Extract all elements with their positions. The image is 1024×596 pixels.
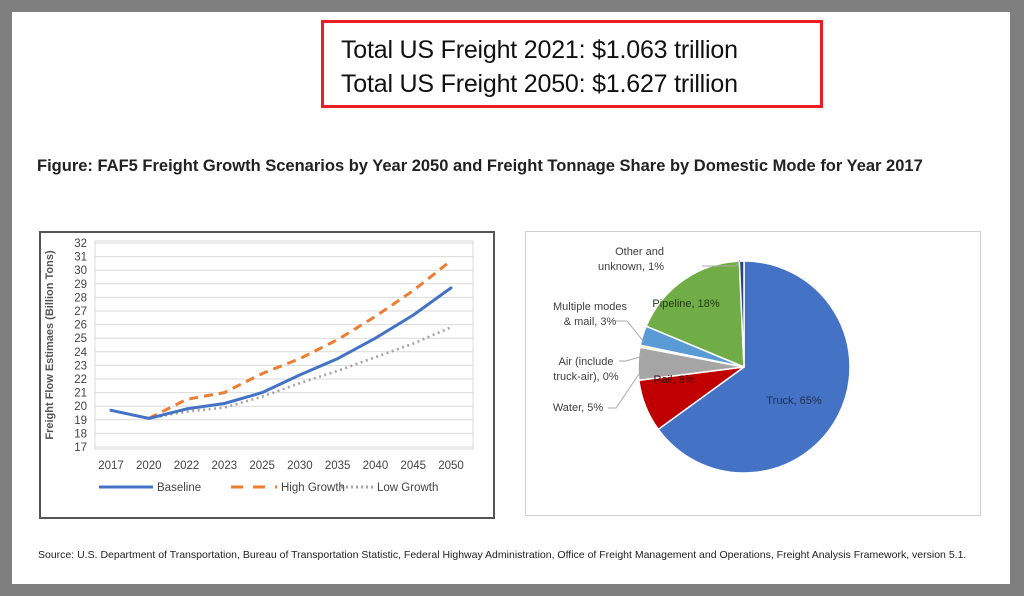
y-tick-label: 17 — [74, 442, 87, 454]
pie-label-air: truck-air), 0% — [553, 371, 619, 383]
y-axis-title: Freight Flow Estimaes (Billion Tons) — [44, 250, 56, 440]
y-tick-label: 22 — [74, 374, 87, 386]
x-tick-label: 2023 — [212, 460, 238, 472]
figure-title: Figure: FAF5 Freight Growth Scenarios by… — [37, 157, 923, 175]
x-tick-label: 2022 — [174, 460, 200, 472]
x-tick-label: 2017 — [98, 460, 124, 472]
y-tick-label: 32 — [74, 238, 87, 250]
y-tick-label: 18 — [74, 428, 87, 440]
x-tick-label: 2045 — [400, 460, 426, 472]
legend-label: Low Growth — [377, 482, 438, 494]
y-tick-label: 26 — [74, 320, 87, 332]
y-tick-label: 30 — [74, 265, 87, 277]
pie-label-multiple-modes: Multiple modes — [553, 301, 627, 313]
x-tick-label: 2020 — [136, 460, 162, 472]
pie-label-truck: Truck, 65% — [766, 395, 821, 407]
pie-chart: Truck, 65% Rail, 8% Pipeline, 18% Other and… — [553, 246, 851, 474]
y-tick-label: 28 — [74, 292, 87, 304]
leader-line-multiple-modes — [616, 320, 645, 343]
y-tick-label: 24 — [74, 347, 87, 359]
pie-label-air: Air (include — [558, 356, 613, 368]
leader-line-air — [619, 355, 644, 362]
pie-slice-pipeline — [645, 260, 745, 369]
leader-line-other — [702, 259, 741, 267]
x-tick-label: 2025 — [249, 460, 275, 472]
line-chart-panel: 17 18 19 20 21 22 23 24 25 26 27 28 29 30 31 32 2017 2020… — [39, 231, 495, 519]
y-tick-label: 31 — [74, 252, 87, 264]
x-tick-label: 2035 — [325, 460, 351, 472]
pie-slice-truck — [657, 260, 851, 474]
leader-line-water — [608, 370, 642, 409]
freight-total-2021: Total US Freight 2021: $1.063 trillion — [341, 36, 738, 64]
x-tick-label: 2050 — [438, 460, 464, 472]
pie-label-rail: Rail, 8% — [654, 374, 695, 386]
x-tick-label: 2040 — [363, 460, 389, 472]
pie-label-water: Water, 5% — [553, 402, 604, 414]
pie-label-other: Other and — [615, 246, 664, 258]
pie-chart-panel: Truck, 65% Rail, 8% Pipeline, 18% Other and… — [525, 231, 981, 516]
y-tick-label: 27 — [74, 306, 87, 318]
y-tick-label: 21 — [74, 388, 87, 400]
y-tick-label: 23 — [74, 360, 87, 372]
y-tick-label: 19 — [74, 415, 87, 427]
legend-label: Baseline — [157, 482, 201, 494]
source-note: Source: U.S. Department of Transportatio… — [38, 549, 967, 561]
series-line-baseline — [109, 286, 453, 420]
pie-label-pipeline: Pipeline, 18% — [652, 298, 719, 310]
y-tick-label: 25 — [74, 333, 87, 345]
y-tick-label: 29 — [74, 279, 87, 291]
pie-label-other: unknown, 1% — [598, 261, 664, 273]
pie-label-multiple-modes: & mail, 3% — [564, 316, 617, 328]
freight-totals-callout: Total US Freight 2021: $1.063 trillion T… — [321, 20, 823, 108]
y-tick-label: 20 — [74, 401, 87, 413]
x-tick-label: 2030 — [287, 460, 313, 472]
plot-area — [94, 240, 474, 450]
legend-label: High Growth — [281, 482, 345, 494]
document-page: Total US Freight 2021: $1.063 trillion T… — [12, 12, 1010, 584]
freight-total-2050: Total US Freight 2050: $1.627 trillion — [341, 70, 738, 98]
